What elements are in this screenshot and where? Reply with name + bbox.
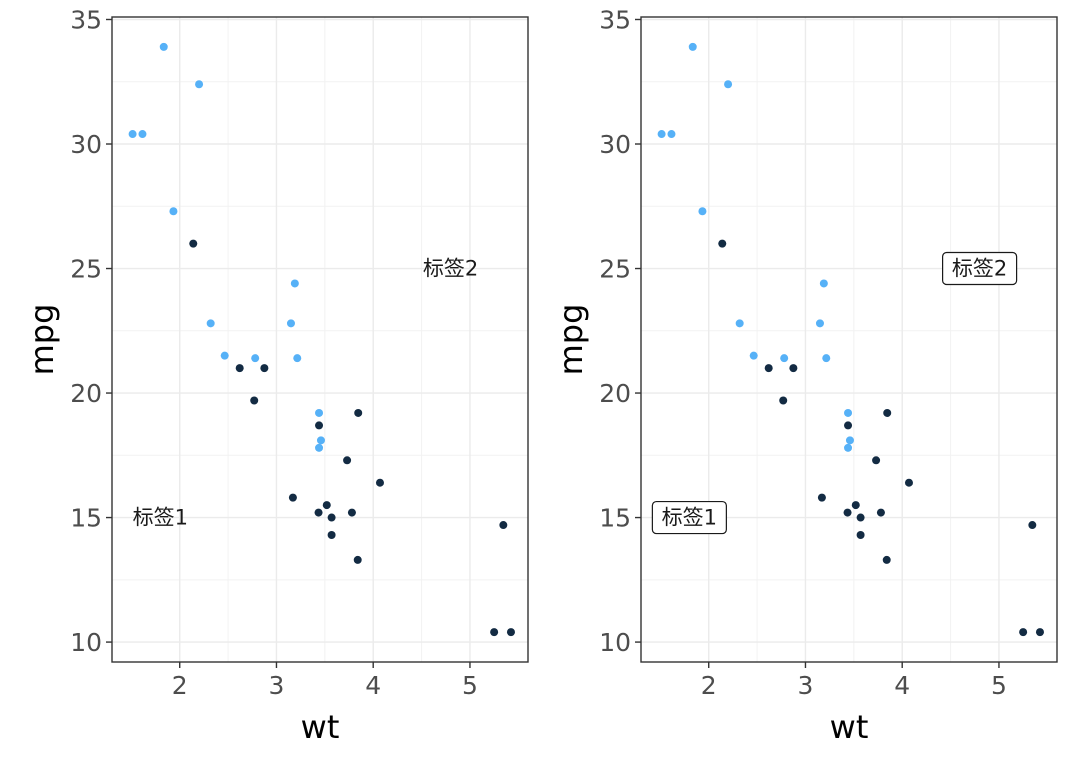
annotation-label: 标签2 <box>952 257 1007 281</box>
x-tick-label: 3 <box>269 671 285 700</box>
data-point-light <box>822 354 831 363</box>
data-point-light <box>749 351 758 360</box>
x-tick-label: 4 <box>365 671 381 700</box>
data-point-dark <box>327 513 336 522</box>
data-point-dark <box>856 530 865 539</box>
data-point-dark <box>260 364 269 373</box>
data-point-light <box>293 354 302 363</box>
y-tick-label: 35 <box>70 5 102 34</box>
y-tick-label: 30 <box>70 130 102 159</box>
x-axis-title: wt <box>301 708 340 746</box>
data-point-dark <box>1019 628 1028 637</box>
data-point-light <box>169 207 178 216</box>
data-point-light <box>844 408 853 417</box>
data-point-dark <box>314 508 323 517</box>
data-point-light <box>315 443 324 452</box>
left-scatter-panel: 2 3 4 5 10 15 20 25 30 35 wt mpg 标签1 标签2 <box>23 5 529 746</box>
data-point-dark <box>1035 628 1044 637</box>
data-point-dark <box>856 513 865 522</box>
y-tick-label: 25 <box>70 255 102 284</box>
data-point-dark <box>375 478 384 487</box>
annotation-label-box <box>651 500 727 535</box>
data-point-light <box>206 319 215 328</box>
y-tick-label: 20 <box>599 379 631 408</box>
data-point-light <box>815 319 824 328</box>
data-point-dark <box>327 530 336 539</box>
y-axis-title: mpg <box>23 304 61 376</box>
x-tick-label: 2 <box>172 671 188 700</box>
data-point-dark <box>882 555 891 564</box>
x-tick-label: 4 <box>894 671 910 700</box>
data-point-dark <box>817 493 826 502</box>
x-tick-label: 3 <box>798 671 814 700</box>
data-point-light <box>315 408 324 417</box>
data-point-dark <box>843 508 852 517</box>
data-point-dark <box>764 364 773 373</box>
data-point-dark <box>354 408 363 417</box>
data-point-light <box>316 436 325 445</box>
x-axis-title: wt <box>830 708 869 746</box>
data-point-dark <box>235 364 244 373</box>
data-point-light <box>819 279 828 288</box>
data-point-dark <box>353 555 362 564</box>
data-point-light <box>724 80 733 89</box>
y-tick-label: 20 <box>70 379 102 408</box>
data-point-dark <box>844 421 853 430</box>
x-tick-label: 2 <box>701 671 717 700</box>
data-point-dark <box>250 396 259 405</box>
data-point-light <box>220 351 229 360</box>
y-tick-label: 35 <box>599 5 631 34</box>
data-point-dark <box>343 456 352 465</box>
y-axis-title: mpg <box>552 304 590 376</box>
data-point-light <box>138 130 147 139</box>
data-point-dark <box>876 508 885 517</box>
data-point-dark <box>872 456 881 465</box>
data-point-light <box>698 207 707 216</box>
data-point-light <box>286 319 295 328</box>
data-point-light <box>128 130 137 139</box>
data-point-light <box>735 319 744 328</box>
data-point-dark <box>347 508 356 517</box>
panel-border <box>640 16 1058 663</box>
annotation-label: 标签2 <box>423 257 478 281</box>
data-point-light <box>251 354 260 363</box>
data-point-dark <box>904 478 913 487</box>
data-point-dark <box>883 408 892 417</box>
data-point-light <box>845 436 854 445</box>
data-point-dark <box>499 521 508 530</box>
data-point-light <box>657 130 666 139</box>
data-point-light <box>159 42 168 51</box>
data-point-dark <box>789 364 798 373</box>
data-point-dark <box>490 628 499 637</box>
panel-border <box>111 16 529 663</box>
data-point-dark <box>779 396 788 405</box>
y-tick-label: 25 <box>599 255 631 284</box>
y-tick-label: 15 <box>70 504 102 533</box>
annotation-label-box <box>942 251 1018 286</box>
x-tick-label: 5 <box>991 671 1007 700</box>
data-point-light <box>667 130 676 139</box>
y-tick-label: 10 <box>70 628 102 657</box>
y-tick-label: 30 <box>599 130 631 159</box>
data-point-dark <box>288 493 297 502</box>
y-tick-label: 10 <box>599 628 631 657</box>
data-point-light <box>688 42 697 51</box>
data-point-light <box>780 354 789 363</box>
x-tick-label: 5 <box>462 671 478 700</box>
data-point-dark <box>506 628 515 637</box>
data-point-dark <box>322 501 331 510</box>
data-point-dark <box>315 421 324 430</box>
data-point-light <box>844 443 853 452</box>
data-point-dark <box>718 239 727 248</box>
data-point-dark <box>189 239 198 248</box>
annotation-label: 标签1 <box>662 506 717 530</box>
annotation-label: 标签1 <box>133 506 188 530</box>
y-tick-label: 15 <box>599 504 631 533</box>
right-scatter-panel: 2 3 4 5 10 15 20 25 30 35 wt mpg 标签1 标签2 <box>552 5 1058 746</box>
data-point-dark <box>851 501 860 510</box>
data-point-dark <box>1028 521 1037 530</box>
data-point-light <box>195 80 204 89</box>
data-point-light <box>290 279 299 288</box>
